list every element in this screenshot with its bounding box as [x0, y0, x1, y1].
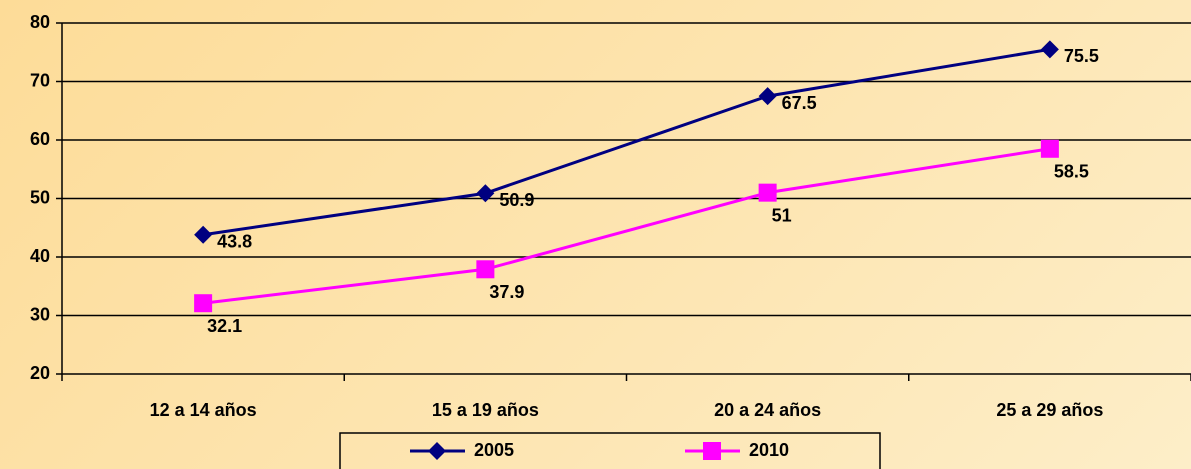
marker: [428, 442, 446, 460]
series-line: [202, 147, 1051, 305]
marker: [758, 183, 777, 202]
marker: [1040, 139, 1059, 158]
marker: [476, 260, 495, 279]
data-label: 50.9: [499, 190, 534, 210]
y-tick-label: 50: [30, 187, 50, 207]
x-tick-label: 25 a 29 años: [996, 400, 1103, 420]
legend-box: [339, 432, 881, 469]
data-label: 67.5: [782, 93, 817, 113]
y-tick-label: 70: [30, 70, 50, 90]
data-label: 75.5: [1064, 46, 1099, 66]
x-tick-label: 20 a 24 años: [714, 400, 821, 420]
legend-label: 2005: [474, 440, 514, 460]
x-tick-label: 15 a 19 años: [432, 400, 539, 420]
marker: [194, 225, 213, 244]
series-line: [202, 47, 1051, 237]
y-tick-label: 30: [30, 304, 50, 324]
data-label: 58.5: [1054, 162, 1089, 182]
y-tick-label: 40: [30, 246, 50, 266]
y-tick-label: 20: [30, 363, 50, 383]
data-label: 43.8: [217, 232, 252, 252]
data-label: 37.9: [489, 282, 524, 302]
data-label: 32.1: [207, 316, 242, 336]
marker: [476, 184, 495, 203]
marker: [703, 442, 721, 460]
y-tick-label: 80: [30, 12, 50, 32]
x-tick-label: 12 a 14 años: [150, 400, 257, 420]
data-label: 51: [772, 205, 792, 225]
legend-label: 2010: [749, 440, 789, 460]
y-tick-label: 60: [30, 129, 50, 149]
marker: [194, 294, 213, 313]
marker: [1040, 40, 1059, 59]
marker: [758, 87, 777, 106]
